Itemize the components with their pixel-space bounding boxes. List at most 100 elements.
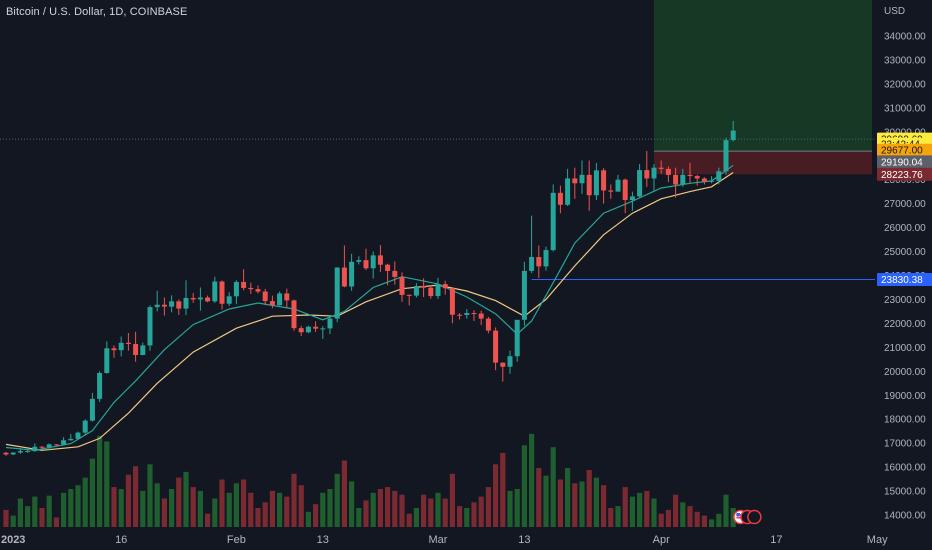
candle-body: [464, 313, 470, 316]
candle: [637, 164, 643, 198]
volume-bar: [255, 508, 261, 527]
price-badge-bg: [877, 155, 932, 169]
volume-bar: [536, 468, 542, 527]
price-badges: 29692.6923:42:4429677.0029190.0428223.76…: [877, 132, 932, 286]
volume-bar: [716, 513, 722, 527]
candle: [550, 184, 556, 252]
candle: [521, 261, 527, 326]
candle: [680, 168, 686, 187]
candle: [593, 162, 599, 201]
candle-body: [334, 267, 340, 319]
volume-bar: [485, 487, 491, 527]
price-badge-text: 29190.04: [881, 157, 923, 168]
volume-bar: [687, 506, 693, 527]
candle-body: [111, 348, 117, 351]
candle-body: [557, 192, 563, 205]
candle-body: [298, 328, 304, 333]
candle: [284, 288, 290, 308]
candle: [565, 168, 571, 207]
candle-body: [565, 178, 571, 205]
volume-bar: [334, 473, 340, 527]
candle: [406, 294, 412, 306]
volume-bar: [53, 517, 59, 527]
volume-bar: [406, 513, 412, 527]
candle-body: [493, 330, 499, 363]
candle-body: [75, 432, 81, 439]
price-badge-stop: 28223.76: [877, 167, 932, 181]
volume-bar: [601, 485, 607, 527]
volume-bar: [68, 489, 74, 527]
candle-body: [46, 444, 52, 448]
volume-bar: [586, 470, 592, 527]
volume-bar: [644, 490, 650, 527]
candle: [25, 448, 31, 453]
candle: [154, 290, 160, 312]
volume-bar: [46, 495, 52, 527]
candle-body: [694, 176, 700, 179]
volume-bar: [154, 483, 160, 527]
candle: [46, 443, 52, 451]
y-tick-label: 33000.00: [884, 55, 926, 66]
candle-body: [3, 452, 9, 455]
candle-body: [269, 301, 275, 306]
candle-body: [399, 276, 405, 295]
y-tick-label: 19000.00: [884, 391, 926, 402]
y-tick-label: 18000.00: [884, 415, 926, 426]
price-badge-text: 29677.00: [881, 146, 923, 157]
candle-body: [442, 284, 448, 289]
volume-bar: [493, 464, 499, 527]
volume-bar: [478, 496, 484, 527]
candle: [579, 160, 585, 195]
volume-bar: [514, 489, 520, 527]
candle: [399, 272, 405, 302]
candle: [478, 310, 484, 326]
volume-bar: [305, 511, 311, 527]
volume-bar: [3, 509, 9, 527]
candle-body: [349, 261, 355, 287]
flag-canton: [736, 513, 740, 517]
candle: [190, 292, 196, 303]
volume-bar: [313, 504, 319, 527]
candle: [464, 309, 470, 319]
candle-body: [277, 293, 283, 306]
us-event-flag-icon[interactable]: [747, 509, 762, 525]
candle: [226, 292, 232, 306]
candle: [716, 167, 722, 185]
volume-bar: [507, 490, 513, 527]
y-tick-label: 23000.00: [884, 295, 926, 306]
candle: [53, 444, 59, 446]
volume-bar: [262, 502, 268, 527]
candle: [471, 310, 477, 321]
candle: [262, 288, 268, 306]
event-flags[interactable]: [733, 509, 762, 525]
candle: [97, 371, 103, 402]
candle: [305, 325, 311, 334]
ema-slow-line: [5, 171, 734, 451]
volume-bar: [608, 508, 614, 527]
volume-bar: [25, 506, 31, 527]
volume-bar: [615, 506, 621, 527]
candle-body: [471, 313, 477, 315]
y-axis: USD34000.0033000.0032000.0031000.0030000…: [884, 6, 926, 522]
candle: [723, 137, 729, 175]
volume-bar: [694, 511, 700, 527]
candle-body: [709, 180, 715, 182]
volume-bar: [723, 494, 729, 527]
volume-bar: [637, 492, 643, 527]
price-badge-bg: [877, 143, 932, 157]
candle: [615, 174, 621, 192]
candle: [370, 251, 376, 279]
candle-body: [413, 286, 419, 296]
candle: [658, 160, 664, 174]
y-tick-label: 14000.00: [884, 511, 926, 522]
volume-bar: [32, 496, 38, 527]
candle-body: [226, 296, 232, 304]
candle-body: [608, 190, 614, 192]
volume-bar: [327, 489, 333, 527]
volume-bar: [543, 475, 549, 527]
candle-body: [233, 281, 239, 297]
volume-bar: [500, 452, 506, 527]
candle: [529, 215, 535, 274]
candle-body: [521, 270, 527, 320]
